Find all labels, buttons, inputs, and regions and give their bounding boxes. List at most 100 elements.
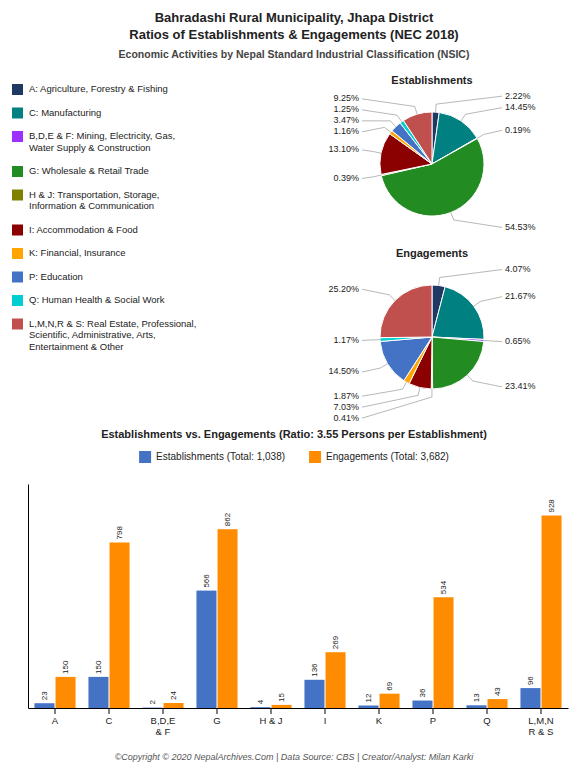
legend-swatch: [12, 166, 23, 177]
leader-line: [362, 175, 381, 178]
legend-entry-line: K: Financial, Insurance: [29, 247, 126, 258]
data-label: 13.10%: [328, 144, 359, 154]
x-tick: Q: [483, 708, 490, 726]
x-tick: C: [106, 708, 113, 726]
x-tick-label-line: H & J: [259, 715, 282, 726]
data-label: 2.22%: [505, 91, 531, 101]
x-tick-label-line: G: [213, 715, 220, 726]
leader-line: [362, 121, 396, 127]
legend-swatch: [309, 451, 321, 463]
data-label: 15: [277, 692, 286, 701]
bar: [56, 677, 76, 708]
x-tick-label: L,M,NR & S: [528, 715, 553, 737]
data-label: 24: [169, 691, 178, 700]
x-tick-mark: [541, 708, 542, 714]
bar: [218, 529, 238, 708]
x-tick-label: B,D,E& F: [151, 715, 176, 737]
legend-swatch: [12, 272, 23, 283]
x-tick-label: Q: [483, 715, 490, 726]
legend-entry: Q: Human Health & Social Work: [29, 294, 165, 305]
legend-entry: Establishments (Total: 1,038): [156, 451, 285, 462]
x-tick: B,D,E& F: [151, 708, 176, 737]
legend-entry: P: Education: [29, 271, 83, 282]
x-tick-label: G: [213, 715, 220, 726]
leader-line: [362, 127, 391, 132]
data-label: 25.20%: [328, 284, 359, 294]
bar: [520, 688, 540, 708]
legend-swatch: [12, 190, 23, 201]
pie-title: Engagements: [396, 247, 468, 259]
data-label: 136: [310, 663, 319, 677]
x-tick-label-line: Q: [483, 715, 490, 726]
chart-container: Bahradashi Rural Municipality, Jhapa Dis…: [0, 0, 588, 768]
legend-entry: Engagements (Total: 3,682): [326, 451, 449, 462]
pie-slice: L,M,N,R & S: Real Estate, Professional, …: [380, 285, 432, 338]
pie-slice: G: Wholesale & Retail Trade: [432, 337, 484, 389]
legend: Establishments (Total: 1,038) Engagements…: [139, 451, 449, 463]
pie-group: EstablishmentsA: Agriculture, Forestry &…: [328, 74, 535, 232]
data-label: 0.19%: [505, 125, 531, 135]
data-label: 23: [40, 691, 49, 700]
legend-swatch: [139, 451, 151, 463]
slices: A: Agriculture, Forestry & FishingC: Man…: [380, 285, 484, 389]
bar: [326, 652, 346, 708]
leader-line: [451, 212, 502, 227]
bar: [466, 705, 486, 708]
y-axis: [28, 485, 29, 709]
x-tick-mark: [487, 708, 488, 714]
data-label: 3.47%: [333, 115, 359, 125]
x-tick: H & J: [259, 708, 282, 726]
x-tick-label: C: [106, 715, 113, 726]
legend-entry: B,D,E & F: Mining, Electricity, Gas,Wate…: [29, 130, 175, 153]
data-label: 534: [439, 580, 448, 594]
data-label: 69: [385, 681, 394, 690]
pie-labels: 4.07%21.67%0.65%23.41%0.41%7.03%1.87%14.…: [328, 264, 535, 423]
data-label: 21.67%: [505, 291, 536, 301]
data-label: 566: [202, 574, 211, 588]
legend-entry-line: B,D,E & F: Mining, Electricity, Gas,: [29, 130, 175, 141]
title-line: Bahradashi Rural Municipality, Jhapa Dis…: [155, 10, 434, 25]
x-tick: P: [430, 708, 436, 726]
data-label: 0.41%: [333, 413, 359, 423]
pie-slice: L,M,N,R & S: Real Estate, Professional, …: [403, 112, 432, 164]
x-tick-label: H & J: [259, 715, 282, 726]
data-label: 43: [493, 687, 502, 696]
legend-entry-line: Q: Human Health & Social Work: [29, 294, 165, 305]
x-tick-label: P: [430, 715, 436, 726]
legend: A: Agriculture, Forestry & Fishing C: Man…: [12, 83, 196, 352]
bar: [250, 707, 270, 708]
data-label: 1.17%: [333, 335, 359, 345]
legend-swatch: [12, 108, 23, 119]
bar: [88, 677, 108, 708]
data-label: 798: [115, 526, 124, 540]
bar: [34, 703, 54, 708]
data-label: 23.41%: [505, 381, 536, 391]
leader-line: [362, 150, 381, 153]
bar: [488, 699, 508, 708]
legend-entry: C: Manufacturing: [29, 107, 101, 118]
data-label: 269: [331, 635, 340, 649]
x-tick: K: [376, 708, 383, 726]
bar: [110, 542, 130, 708]
x-tick-mark: [163, 708, 164, 714]
legend-entry-line: I: Accommodation & Food: [29, 224, 138, 235]
x-tick: A: [52, 708, 59, 726]
leader-line: [362, 110, 402, 122]
x-tick-label-line: C: [106, 715, 113, 726]
bar: [434, 597, 454, 708]
bar-title: Establishments vs. Engagements (Ratio: 3…: [101, 428, 487, 440]
y-axis-line: [28, 485, 29, 709]
leader-line: [439, 270, 502, 286]
legend-entry: I: Accommodation & Food: [29, 224, 138, 235]
legend-entry: L,M,N,R & S: Real Estate, Professional,S…: [29, 318, 196, 352]
bar: [304, 680, 324, 708]
data-label: 1.16%: [333, 126, 359, 136]
legend-entry-line: A: Agriculture, Forestry & Fishing: [29, 83, 168, 94]
data-label: 928: [547, 499, 556, 513]
leader-line: [362, 382, 406, 396]
leader-line: [362, 364, 387, 372]
data-label: 1.25%: [333, 104, 359, 114]
bar: [164, 703, 184, 708]
x-tick-mark: [379, 708, 380, 714]
data-labels: 2315025664136123613961507982486215269695…: [40, 499, 556, 705]
